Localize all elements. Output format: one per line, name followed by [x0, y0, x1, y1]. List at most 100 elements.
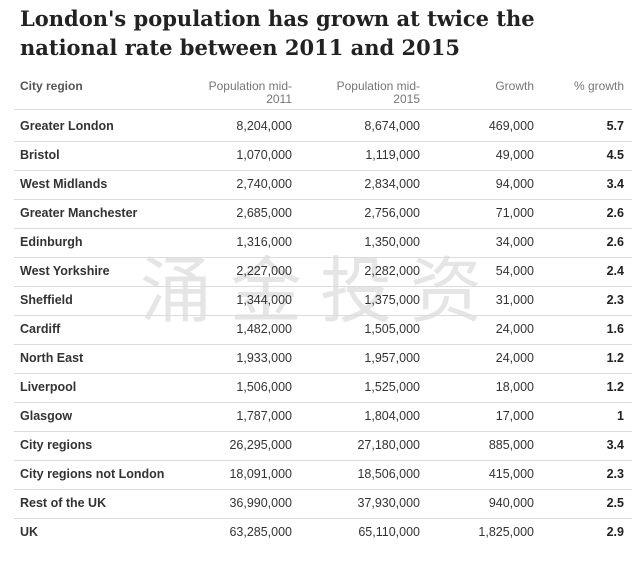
cell-region: Cardiff: [20, 322, 61, 336]
cell-population-2015: 65,110,000: [358, 525, 420, 539]
row-divider: [14, 315, 632, 316]
table-row: North East 1,933,000 1,957,000 24,000 1.2: [0, 344, 640, 373]
header-population-2011-line2: 2011: [266, 92, 292, 106]
cell-population-2015: 1,957,000: [364, 351, 420, 365]
cell-population-2011: 18,091,000: [229, 467, 292, 481]
cell-region: West Midlands: [20, 177, 108, 191]
header-population-2015-line1: Population mid-: [336, 79, 420, 93]
row-divider: [14, 170, 632, 171]
cell-percent-growth: 1: [617, 409, 624, 423]
cell-percent-growth: 2.3: [606, 293, 624, 307]
table-row: Rest of the UK 36,990,000 37,930,000 940,00…: [0, 489, 640, 518]
table-row: UK 63,285,000 65,110,000 1,825,000 2.9: [0, 518, 640, 547]
cell-region: West Yorkshire: [20, 264, 110, 278]
row-divider: [14, 489, 632, 490]
cell-population-2015: 2,756,000: [364, 206, 420, 220]
table-row: Liverpool 1,506,000 1,525,000 18,000 1.2: [0, 373, 640, 402]
table-row: West Midlands 2,740,000 2,834,000 94,000 3.4: [0, 170, 640, 199]
cell-population-2011: 2,685,000: [236, 206, 292, 220]
cell-percent-growth: 2.9: [606, 525, 624, 539]
cell-percent-growth: 3.4: [606, 438, 624, 452]
cell-population-2011: 1,482,000: [236, 322, 292, 336]
cell-population-2015: 1,505,000: [364, 322, 420, 336]
cell-region: Greater Manchester: [20, 206, 138, 220]
cell-percent-growth: 4.5: [606, 148, 624, 162]
cell-percent-growth: 2.6: [606, 206, 624, 220]
cell-population-2015: 2,282,000: [364, 264, 420, 278]
cell-growth: 940,000: [488, 496, 534, 510]
cell-growth: 17,000: [495, 409, 534, 423]
row-divider: [14, 518, 632, 519]
cell-population-2015: 1,804,000: [364, 409, 420, 423]
cell-region: Bristol: [20, 148, 60, 162]
cell-percent-growth: 3.4: [606, 177, 624, 191]
table-row: City regions 26,295,000 27,180,000 885,000 3…: [0, 431, 640, 460]
table-row: Sheffield 1,344,000 1,375,000 31,000 2.3: [0, 286, 640, 315]
cell-growth: 24,000: [495, 322, 534, 336]
table-row: City regions not London 18,091,000 18,506,…: [0, 460, 640, 489]
cell-population-2015: 1,119,000: [365, 148, 420, 162]
cell-percent-growth: 2.5: [606, 496, 624, 510]
cell-population-2015: 2,834,000: [364, 177, 420, 191]
row-divider: [14, 344, 632, 345]
cell-population-2011: 36,990,000: [229, 496, 292, 510]
cell-growth: 415,000: [488, 467, 534, 481]
cell-growth: 1,825,000: [478, 525, 534, 539]
cell-region: City regions not London: [20, 467, 165, 481]
cell-population-2011: 1,506,000: [236, 380, 292, 394]
cell-region: Greater London: [20, 119, 114, 133]
table-row: Cardiff 1,482,000 1,505,000 24,000 1.6: [0, 315, 640, 344]
cell-growth: 49,000: [495, 148, 534, 162]
cell-population-2015: 1,350,000: [364, 235, 420, 249]
cell-population-2011: 1,344,000: [236, 293, 292, 307]
cell-population-2015: 8,674,000: [364, 119, 420, 133]
cell-region: Glasgow: [20, 409, 73, 423]
row-divider: [14, 431, 632, 432]
cell-population-2015: 37,930,000: [357, 496, 420, 510]
cell-percent-growth: 1.6: [606, 322, 624, 336]
cell-population-2015: 1,525,000: [364, 380, 420, 394]
row-divider: [14, 460, 632, 461]
cell-region: North East: [20, 351, 84, 365]
row-divider: [14, 257, 632, 258]
cell-population-2015: 18,506,000: [357, 467, 420, 481]
header-city-region: City region: [20, 79, 83, 93]
table-row: Glasgow 1,787,000 1,804,000 17,000 1: [0, 402, 640, 431]
cell-population-2011: 2,227,000: [236, 264, 292, 278]
header-growth: Growth: [495, 79, 534, 93]
cell-population-2011: 1,316,000: [236, 235, 292, 249]
cell-population-2011: 2,740,000: [236, 177, 292, 191]
cell-population-2015: 27,180,000: [357, 438, 420, 452]
cell-population-2011: 1,787,000: [236, 409, 292, 423]
cell-growth: 18,000: [495, 380, 534, 394]
page-title: London's population has grown at twice t…: [20, 6, 535, 60]
cell-region: Edinburgh: [20, 235, 83, 249]
cell-growth: 71,000: [495, 206, 534, 220]
cell-population-2015: 1,375,000: [364, 293, 420, 307]
row-divider: [14, 141, 632, 142]
table-row: Bristol 1,070,000 1,119,000 49,000 4.5: [0, 141, 640, 170]
row-divider: [14, 286, 632, 287]
cell-population-2011: 1,933,000: [236, 351, 292, 365]
table-row: West Yorkshire 2,227,000 2,282,000 54,000 2.…: [0, 257, 640, 286]
header-population-2015-line2: 2015: [393, 92, 420, 106]
row-divider: [14, 402, 632, 403]
cell-population-2011: 1,070,000: [236, 148, 292, 162]
row-divider: [14, 199, 632, 200]
cell-growth: 885,000: [488, 438, 534, 452]
header-divider: [14, 109, 632, 110]
row-divider: [14, 373, 632, 374]
cell-population-2011: 8,204,000: [236, 119, 292, 133]
cell-growth: 24,000: [495, 351, 534, 365]
row-divider: [14, 228, 632, 229]
cell-percent-growth: 5.7: [606, 119, 624, 133]
table-row: Greater Manchester 2,685,000 2,756,000 71,0…: [0, 199, 640, 228]
cell-region: City regions: [20, 438, 93, 452]
cell-growth: 469,000: [488, 119, 534, 133]
cell-region: Sheffield: [20, 293, 73, 307]
header-population-2011: Population mid- 2011: [190, 80, 292, 106]
cell-percent-growth: 1.2: [606, 351, 624, 365]
header-population-2011-line1: Population mid-: [208, 79, 292, 93]
cell-region: UK: [20, 525, 39, 539]
cell-region: Liverpool: [20, 380, 77, 394]
